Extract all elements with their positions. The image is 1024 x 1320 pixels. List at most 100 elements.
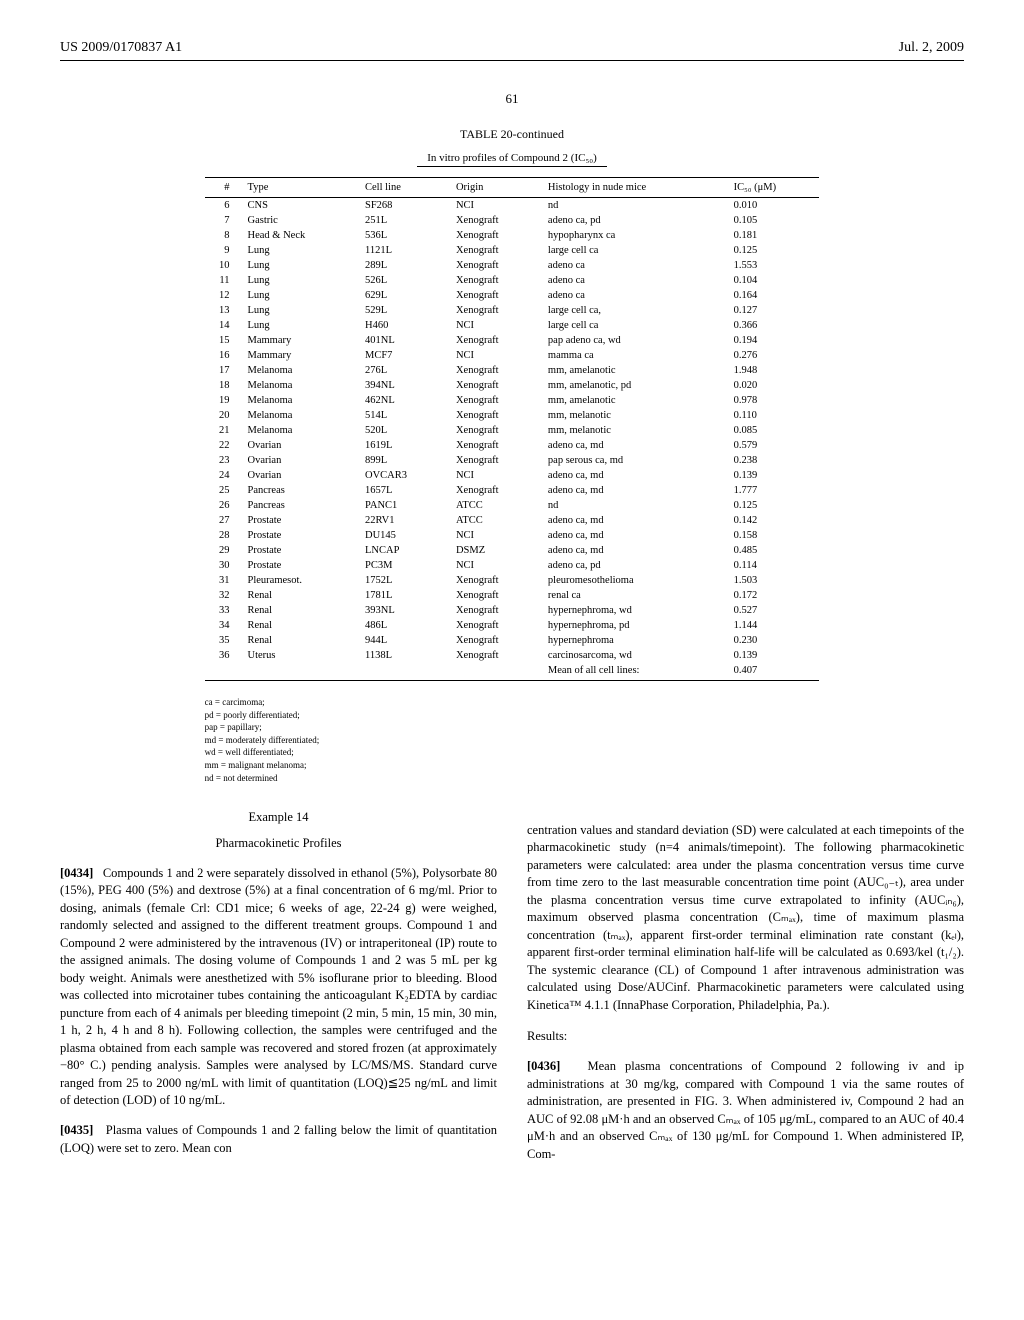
table-cell: Melanoma [242,408,359,423]
table-cell: 24 [205,468,242,483]
table-cell: 394NL [359,378,450,393]
table-cell: Xenograft [450,288,542,303]
table-cell: 1.553 [728,258,820,273]
table-cell: 23 [205,453,242,468]
table-row: 32Renal1781LXenograftrenal ca0.172 [205,588,820,603]
table-cell: pap adeno ca, wd [542,333,728,348]
table-cell: H460 [359,318,450,333]
table-row: 11Lung526LXenograftadeno ca0.104 [205,273,820,288]
table-cell: 0.158 [728,528,820,543]
table-cell: 0.230 [728,633,820,648]
table-row: 28ProstateDU145NCIadeno ca, md0.158 [205,528,820,543]
table-cell: hypernephroma, pd [542,618,728,633]
table-row: 29ProstateLNCAPDSMZadeno ca, md0.485 [205,543,820,558]
table-cell: Prostate [242,543,359,558]
table-row: 12Lung629LXenograftadeno ca0.164 [205,288,820,303]
table-cell: hypernephroma, wd [542,603,728,618]
table-cell: 0.172 [728,588,820,603]
table-mean-row: Mean of all cell lines:0.407 [205,663,820,681]
table-cell: NCI [450,528,542,543]
table-cell: Lung [242,303,359,318]
table-row: 35Renal944LXenografthypernephroma0.230 [205,633,820,648]
table-row: 20Melanoma514LXenograftmm, melanotic0.11… [205,408,820,423]
para-text: Mean plasma concentrations of Compound 2… [527,1059,964,1161]
table-cell: Melanoma [242,393,359,408]
table-cell: large cell ca [542,318,728,333]
table-cell: Pancreas [242,483,359,498]
example-number: Example 14 [60,809,497,827]
table-cell: 536L [359,228,450,243]
table-cell: NCI [450,198,542,214]
table-cell: Xenograft [450,453,542,468]
table-cell: 0.085 [728,423,820,438]
table-row: 33Renal393NLXenografthypernephroma, wd0.… [205,603,820,618]
table-cell: Melanoma [242,363,359,378]
table-cell: 276L [359,363,450,378]
table-cell: 21 [205,423,242,438]
table-cell: 1.503 [728,573,820,588]
table-row: 9Lung1121LXenograftlarge cell ca0.125 [205,243,820,258]
table-cell: 629L [359,288,450,303]
table-cell: mm, amelanotic [542,393,728,408]
table-cell: 462NL [359,393,450,408]
table-cell: Lung [242,288,359,303]
right-column: centration values and standard deviation… [527,809,964,1176]
table-cell: 0.127 [728,303,820,318]
table-row: 8Head & Neck536LXenografthypopharynx ca0… [205,228,820,243]
table-cell: Pancreas [242,498,359,513]
table-cell: Pleuramesot. [242,573,359,588]
table-cell: Uterus [242,648,359,663]
table-cell: 34 [205,618,242,633]
table-cell: 1138L [359,648,450,663]
table-row: 13Lung529LXenograftlarge cell ca,0.127 [205,303,820,318]
table-cell: adeno ca, md [542,468,728,483]
table-cell: Lung [242,273,359,288]
table-row: 21Melanoma520LXenograftmm, melanotic0.08… [205,423,820,438]
table-cell: nd [542,198,728,214]
table-cell: 0.181 [728,228,820,243]
page-header: US 2009/0170837 A1 Jul. 2, 2009 [60,40,964,61]
note-line: md = moderately differentiated; [205,734,820,747]
table-cell: 0.114 [728,558,820,573]
table-cell: Xenograft [450,228,542,243]
page-number: 61 [60,91,964,107]
table-20-continued: TABLE 20-continued In vitro profiles of … [205,127,820,681]
table-cell: 0.527 [728,603,820,618]
example-title: Pharmacokinetic Profiles [60,835,497,853]
table-cell: mm, amelanotic [542,363,728,378]
table-cell: CNS [242,198,359,214]
table-cell: 11 [205,273,242,288]
table-cell: 6 [205,198,242,214]
table-cell: Xenograft [450,603,542,618]
table-cell: 25 [205,483,242,498]
table-cell: Xenograft [450,258,542,273]
table-cell: adeno ca, md [542,528,728,543]
note-line: wd = well differentiated; [205,746,820,759]
table-cell: 8 [205,228,242,243]
para-text: Compounds 1 and 2 were separately dissol… [60,866,497,1108]
table-cell: 393NL [359,603,450,618]
table-cell: hypernephroma [542,633,728,648]
table-cell: hypopharynx ca [542,228,728,243]
table-cell: adeno ca [542,258,728,273]
table-cell: 899L [359,453,450,468]
data-table: # Type Cell line Origin Histology in nud… [205,177,820,681]
table-cell: mm, melanotic [542,408,728,423]
note-line: mm = malignant melanoma; [205,759,820,772]
table-cell: 944L [359,633,450,648]
table-cell: 0.110 [728,408,820,423]
table-cell: 0.105 [728,213,820,228]
table-cell: NCI [450,318,542,333]
col-header: # [205,178,242,198]
table-cell: Xenograft [450,363,542,378]
results-heading: Results: [527,1028,964,1046]
table-cell: 7 [205,213,242,228]
table-cell: 1.777 [728,483,820,498]
table-cell: Lung [242,258,359,273]
table-cell: 0.164 [728,288,820,303]
table-cell: adeno ca, md [542,513,728,528]
table-cell: 0.139 [728,648,820,663]
table-cell: 33 [205,603,242,618]
table-cell: Xenograft [450,303,542,318]
table-cell: 486L [359,618,450,633]
